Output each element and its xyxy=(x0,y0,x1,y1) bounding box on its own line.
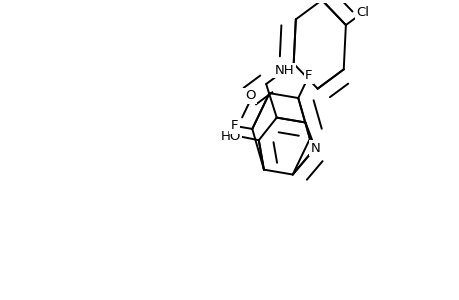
Text: HO: HO xyxy=(220,130,241,143)
Text: F: F xyxy=(304,69,312,82)
Text: O: O xyxy=(244,89,255,103)
Text: Cl: Cl xyxy=(356,6,369,19)
Text: NH: NH xyxy=(274,64,294,77)
Text: F: F xyxy=(230,119,238,132)
Text: N: N xyxy=(309,142,319,154)
